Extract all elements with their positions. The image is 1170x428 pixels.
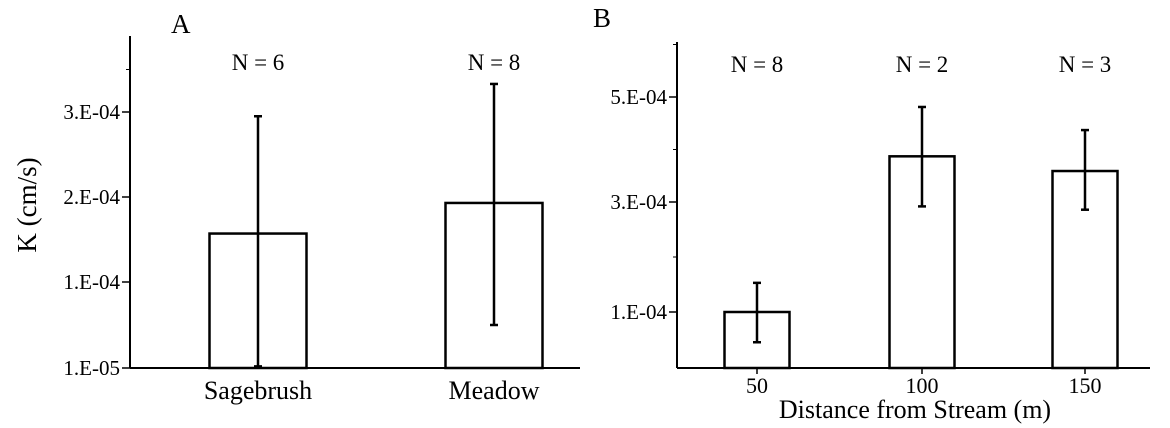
- panel-a-label: A: [171, 9, 191, 39]
- panel-b-x-axis-label: Distance from Stream (m): [779, 395, 1051, 424]
- panel-b-n-label: N = 8: [731, 52, 784, 77]
- panel-a-n-label: N = 6: [232, 50, 285, 75]
- panel-b-n-label: N = 3: [1059, 52, 1112, 77]
- panel-a-category-label: Sagebrush: [204, 376, 312, 405]
- panel-b-n-label: N = 2: [896, 52, 949, 77]
- panel-b-y-tick-label: 1.E-04: [610, 300, 667, 324]
- panel-b-label: B: [593, 3, 611, 33]
- panel-a-y-axis-label: K (cm/s): [12, 157, 42, 252]
- panel-a-y-tick-label: 2.E-04: [63, 185, 120, 209]
- panel-b-bars: N = 8 50 N = 2 100 N = 3 150: [723, 52, 1119, 398]
- panel-b-category-label: 150: [1069, 373, 1102, 398]
- panel-b-y-ticks: 1.E-04 3.E-04 5.E-04: [610, 44, 677, 324]
- panel-a-y-tick-label: 1.E-05: [63, 356, 120, 380]
- panel-b-y-tick-label: 3.E-04: [610, 190, 667, 214]
- panel-b-y-tick-label: 5.E-04: [610, 85, 667, 109]
- panel-a: A K (cm/s) 1.E-05 1.E-04 2.E-04 3.E-04 N = …: [12, 9, 580, 405]
- panel-a-n-label: N = 8: [468, 50, 521, 75]
- panel-a-y-ticks: 1.E-05 1.E-04 2.E-04 3.E-04: [63, 69, 130, 380]
- panel-a-bars: N = 6 Sagebrush N = 8 Meadow: [204, 50, 544, 405]
- panel-a-category-label: Meadow: [449, 376, 540, 405]
- panel-a-y-tick-label: 3.E-04: [63, 100, 120, 124]
- panel-b-category-label: 100: [906, 373, 939, 398]
- panel-a-y-tick-label: 1.E-04: [63, 270, 120, 294]
- panel-b-category-label: 50: [746, 373, 768, 398]
